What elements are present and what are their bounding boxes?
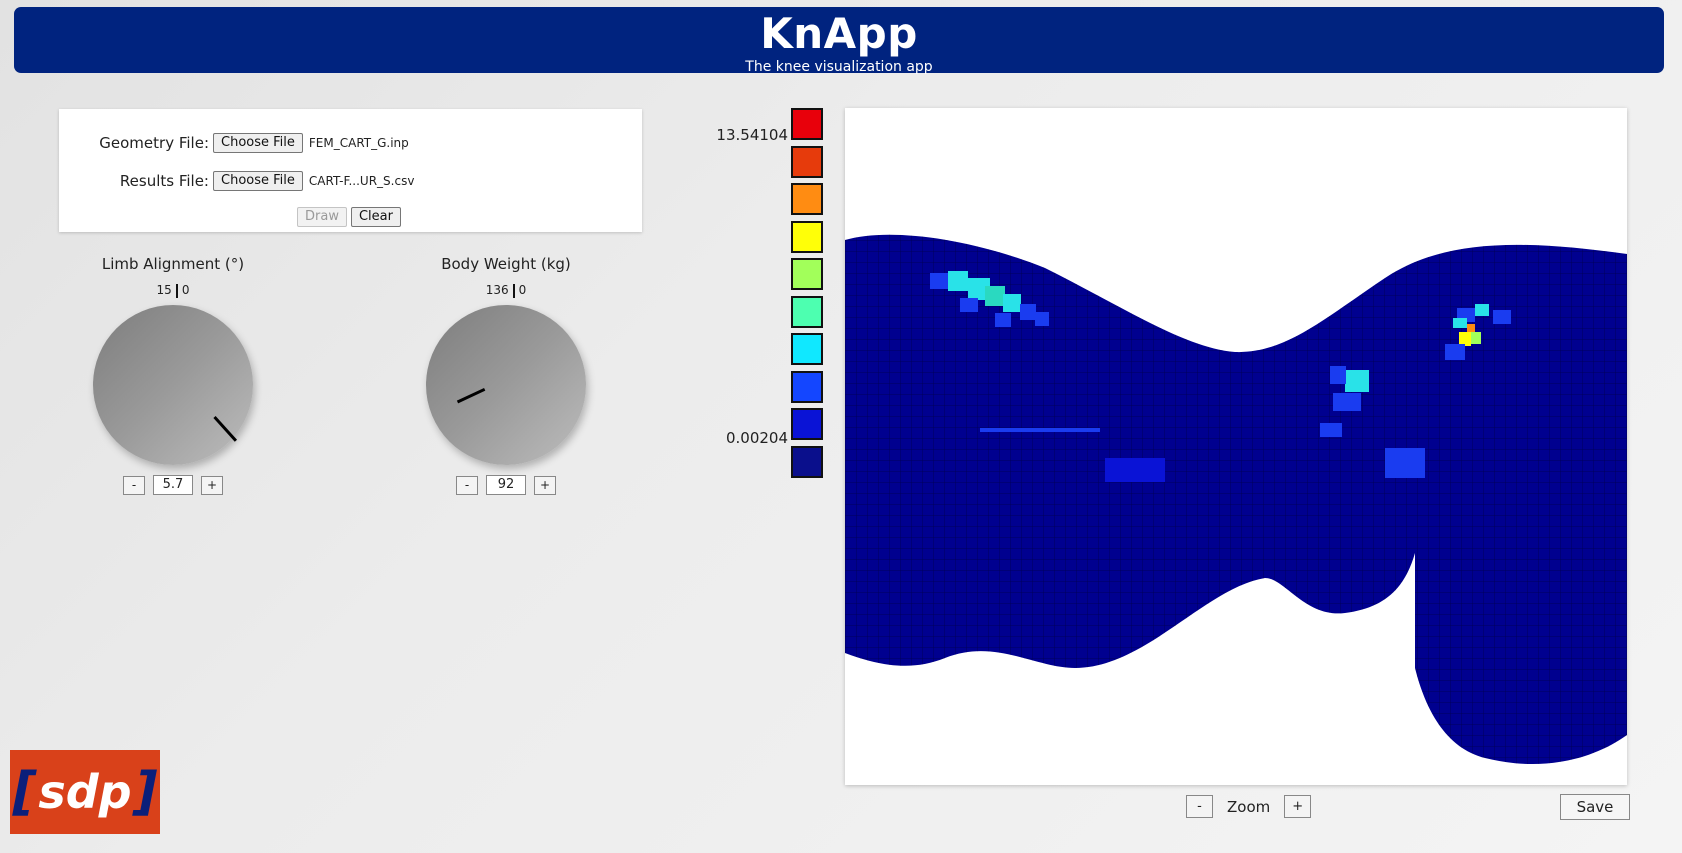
limb-alignment-control: Limb Alignment (°) 15 0 - 5.7 + [73,255,273,495]
legend-swatch-3 [791,220,823,253]
app-title: KnApp [760,9,918,58]
legend-swatch-6 [791,333,823,365]
stress-hotspots [930,271,1511,482]
legend-min-value: 0.00204 [725,429,788,447]
results-choose-file-button[interactable]: Choose File [213,171,303,191]
clear-button[interactable]: Clear [350,207,401,227]
body-weight-title: Body Weight (kg) [441,255,571,273]
weight-decrement-button[interactable]: - [456,475,478,495]
legend-swatch-8 [791,408,823,440]
save-button[interactable]: Save [1560,794,1630,820]
results-file-label: Results File: [119,172,209,190]
legend-swatch-7 [791,370,823,403]
limb-alignment-scale: 15 0 [73,283,273,301]
zoom-in-button[interactable]: + [1284,795,1312,818]
legend-swatch-1 [791,145,823,178]
limb-decrement-button[interactable]: - [123,475,145,495]
zoom-label: Zoom [1227,797,1271,816]
draw-actions: Draw Clear [297,207,401,227]
legend-swatch-2 [791,183,823,215]
weight-increment-button[interactable]: + [534,475,556,495]
legend-swatch-9 [791,445,823,478]
zoom-out-button[interactable]: - [1186,795,1213,818]
geometry-file-label: Geometry File: [99,134,209,152]
logo-right-bracket: ] [133,762,158,822]
limb-increment-button[interactable]: + [201,475,223,495]
logo-text: sdp [38,765,132,819]
legend-max-value: 13.54104 [716,126,788,144]
body-weight-input[interactable]: 92 [486,475,526,495]
geometry-choose-file-button[interactable]: Choose File [213,133,303,153]
weight-knob-needle [456,387,486,404]
mesh-grid-overlay [845,234,1627,765]
limb-knob-needle [213,415,238,442]
limb-alignment-title: Limb Alignment (°) [101,255,245,273]
body-weight-control: Body Weight (kg) 136 0 - 92 + [406,255,606,495]
knee-3d-viewer[interactable] [845,108,1627,785]
weight-scale-min: 0 [518,283,527,297]
limb-alignment-knob[interactable] [93,305,253,465]
draw-button[interactable]: Draw [297,207,347,227]
body-weight-stepper: - 92 + [406,475,606,495]
file-panel: Geometry File: Choose File FEM_CART_G.in… [59,109,642,232]
geometry-file-row: Geometry File: Choose File FEM_CART_G.in… [59,132,409,154]
limb-alignment-input[interactable]: 5.7 [153,475,193,495]
limb-scale-min: 0 [181,283,190,297]
legend-swatch-0 [791,108,823,140]
sdp-logo: [ sdp ] [10,750,160,834]
limb-alignment-stepper: - 5.7 + [73,475,273,495]
zoom-controls: - Zoom + [1186,795,1312,818]
weight-scale-max: 136 [485,283,509,297]
app-subtitle: The knee visualization app [745,59,933,75]
results-file-name: CART-F...UR_S.csv [308,174,415,188]
legend-swatch-4 [791,258,823,290]
knee-mesh-render [845,234,1627,765]
limb-scale-max: 15 [156,283,172,297]
app-header: KnApp The knee visualization app [14,7,1664,75]
body-weight-knob[interactable] [426,305,586,465]
logo-left-bracket: [ [12,762,37,822]
results-file-row: Results File: Choose File CART-F...UR_S.… [59,170,414,192]
legend-swatch-5 [791,295,823,328]
geometry-file-name: FEM_CART_G.inp [308,136,409,150]
body-weight-scale: 136 0 [406,283,606,301]
color-legend [791,108,823,483]
